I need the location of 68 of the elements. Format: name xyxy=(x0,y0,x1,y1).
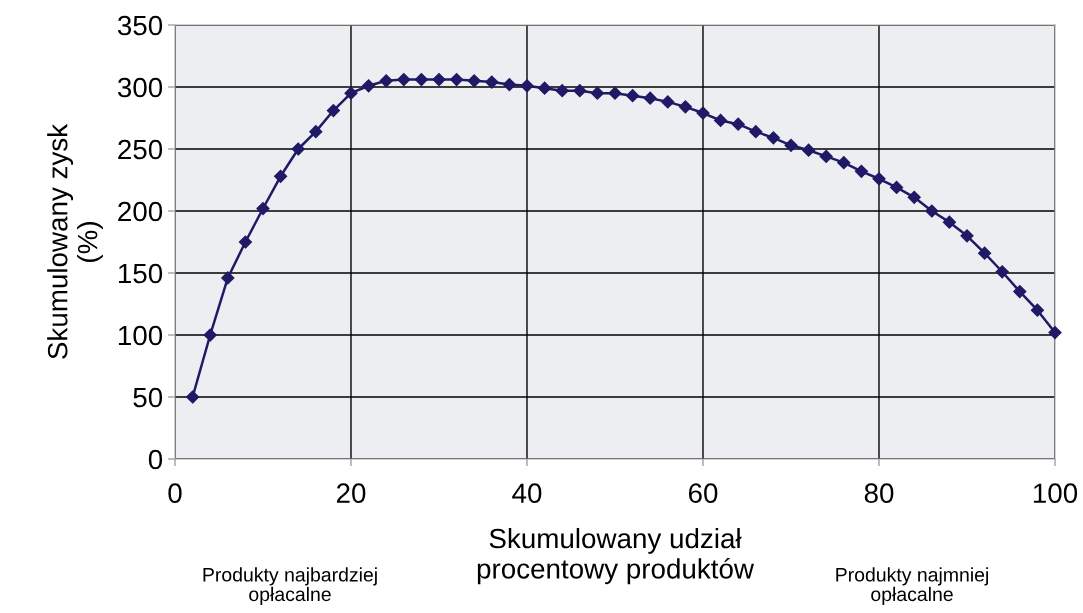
point xyxy=(837,156,851,170)
point xyxy=(942,215,956,229)
x-tick-label: 20 xyxy=(336,483,366,504)
point xyxy=(608,86,622,100)
point xyxy=(766,131,780,145)
point xyxy=(238,235,252,249)
point xyxy=(256,201,270,216)
point xyxy=(414,72,428,87)
point xyxy=(626,89,640,103)
x-tick-label: 40 xyxy=(512,483,542,504)
point xyxy=(502,77,516,92)
point xyxy=(555,84,569,98)
y-tick-label: 350 xyxy=(117,15,163,36)
y-axis-title: Skumulowany zysk (%) xyxy=(47,123,103,359)
point xyxy=(643,91,657,105)
x-tick-label: 100 xyxy=(1033,483,1078,504)
point xyxy=(925,204,939,218)
point xyxy=(274,169,288,183)
point xyxy=(661,95,675,109)
y-tick-label: 250 xyxy=(118,139,163,160)
point xyxy=(872,172,886,186)
point xyxy=(978,246,992,260)
x-tick-label: 80 xyxy=(864,483,894,504)
point xyxy=(397,72,411,87)
point xyxy=(485,75,499,89)
point xyxy=(538,81,552,95)
point xyxy=(731,117,745,131)
point xyxy=(960,229,974,243)
text: Produkty najbardziej opłacalne xyxy=(203,567,377,605)
point xyxy=(1048,325,1062,340)
x-tick-label: 0 xyxy=(168,483,182,504)
y-tick-label: 150 xyxy=(118,263,163,284)
point xyxy=(802,143,816,157)
y-tick-label: 50 xyxy=(133,387,163,408)
point xyxy=(344,86,358,100)
text: Produkty najmniej opłacalne xyxy=(836,567,988,605)
point xyxy=(186,390,200,404)
point xyxy=(291,142,305,156)
x-tick-label: 60 xyxy=(688,483,718,504)
y-tick-label: 0 xyxy=(148,449,163,470)
point xyxy=(520,79,534,93)
point xyxy=(696,106,710,120)
y-tick-label: 300 xyxy=(117,77,163,98)
point xyxy=(309,125,323,139)
point xyxy=(907,190,921,204)
point xyxy=(221,271,235,285)
point xyxy=(714,113,728,128)
point xyxy=(1013,285,1027,299)
point xyxy=(362,79,376,93)
point xyxy=(749,125,763,139)
y-tick-label: 100 xyxy=(118,325,163,346)
x-axis-title: Skumulowany udział procentowy produktów xyxy=(477,527,755,585)
point xyxy=(590,86,604,100)
point xyxy=(1030,303,1044,317)
point xyxy=(450,72,464,87)
point xyxy=(678,100,692,114)
point xyxy=(995,265,1009,279)
point xyxy=(819,149,833,164)
point xyxy=(467,74,481,88)
point xyxy=(379,74,393,88)
point xyxy=(573,84,587,98)
point xyxy=(784,138,798,152)
point xyxy=(854,164,868,178)
y-tick-label: 200 xyxy=(118,201,163,222)
point xyxy=(890,180,904,195)
point xyxy=(432,72,446,87)
point xyxy=(326,103,340,118)
point xyxy=(203,328,217,342)
